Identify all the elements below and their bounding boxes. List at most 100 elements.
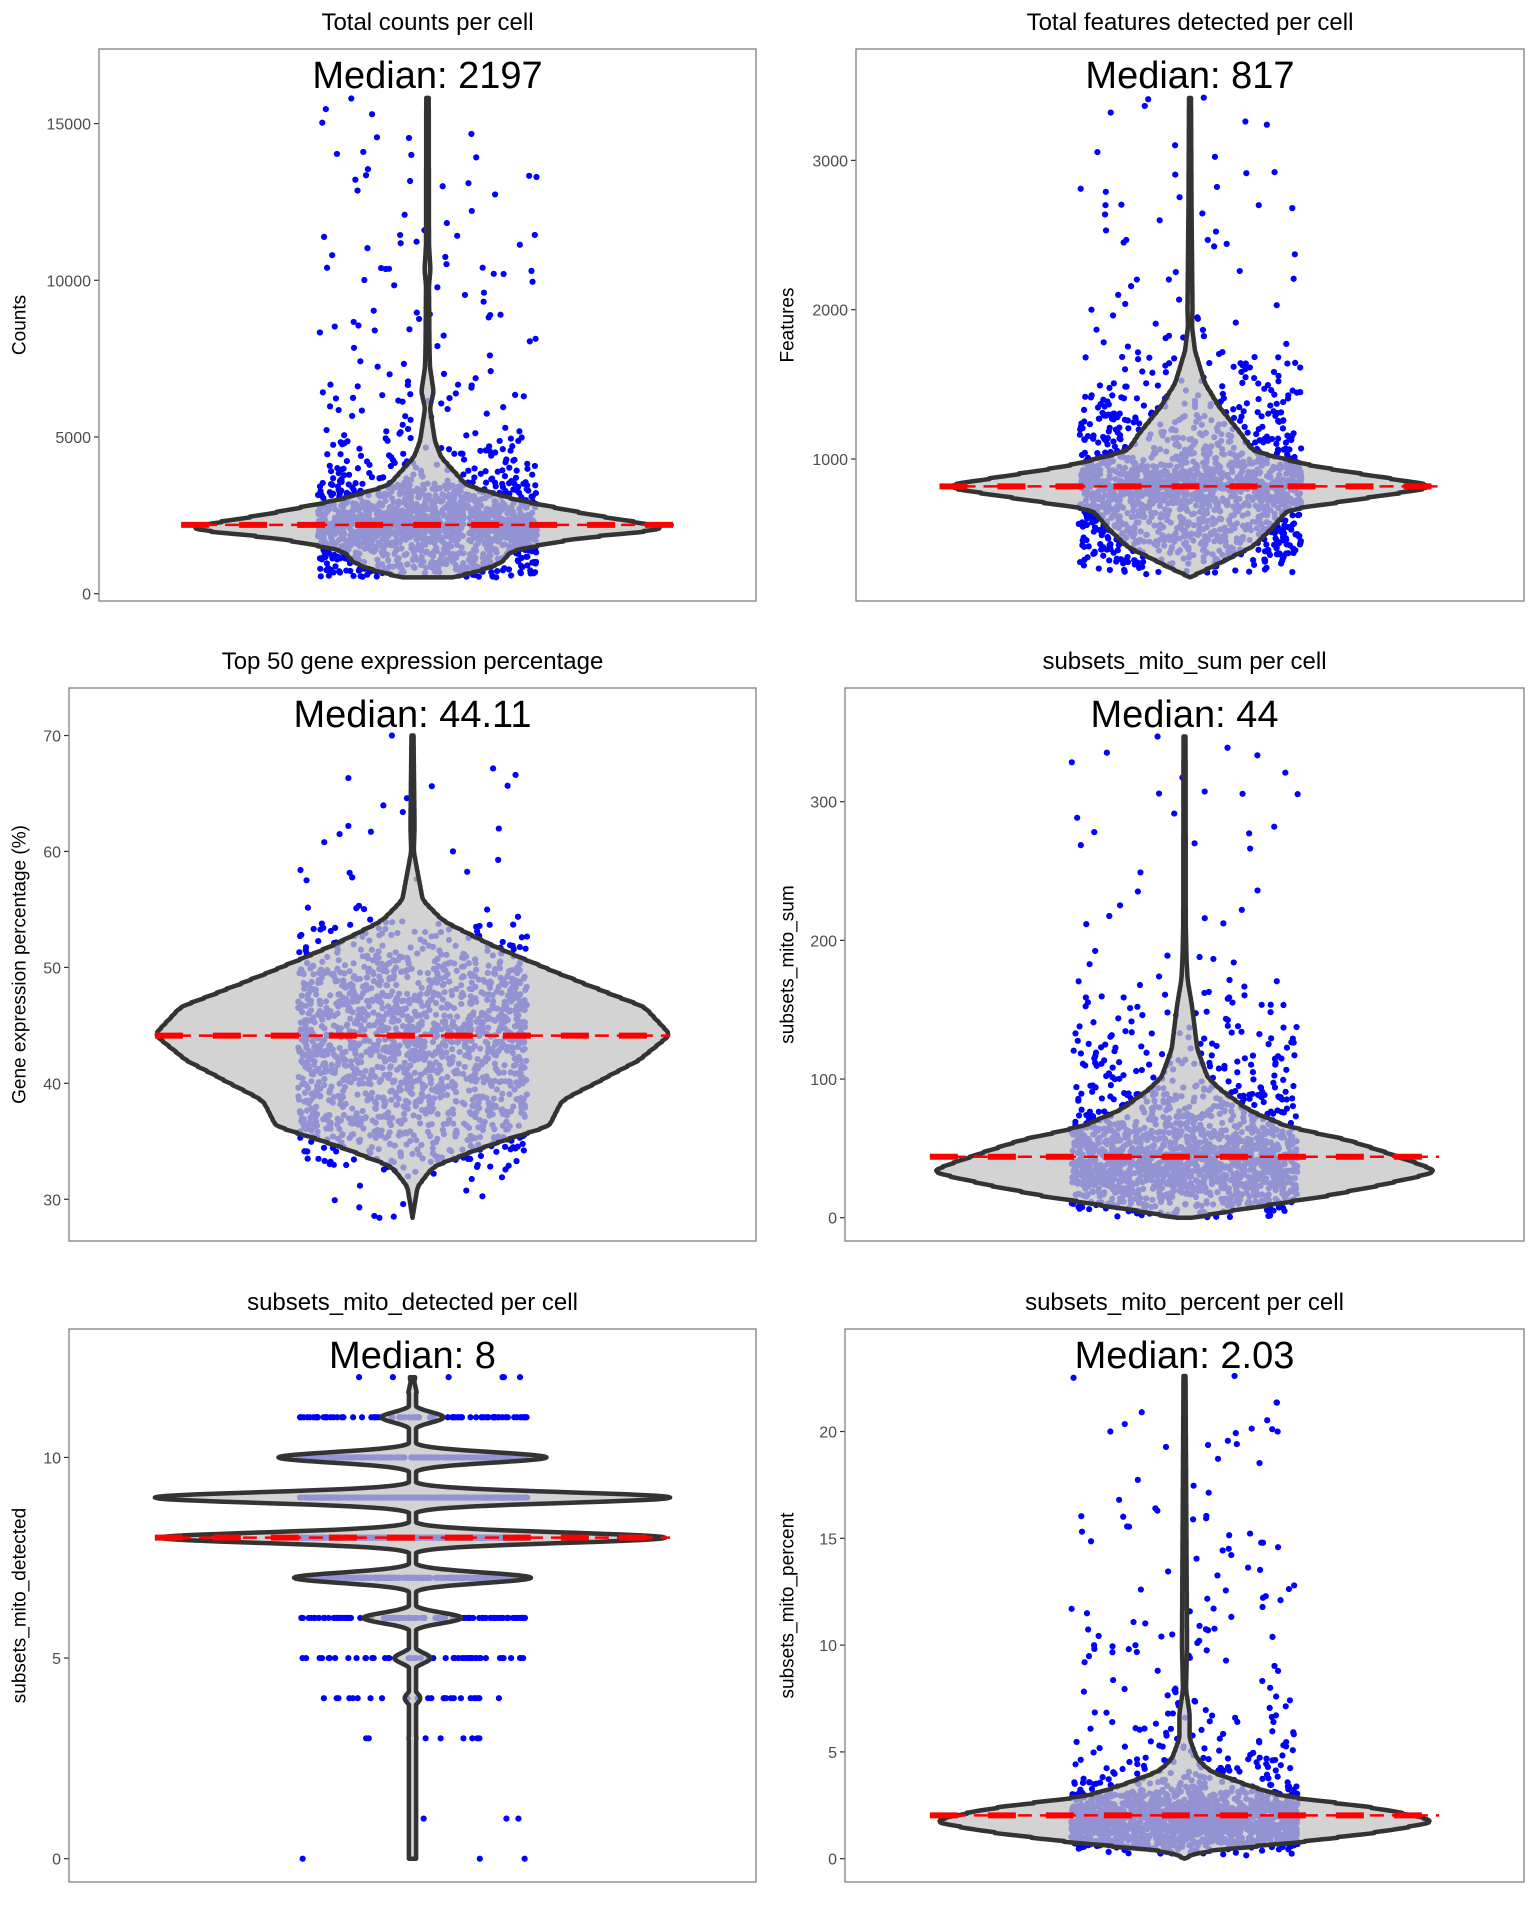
data-point (1110, 380, 1117, 387)
data-point (1156, 217, 1163, 224)
data-point (401, 211, 408, 218)
data-point (468, 1175, 475, 1183)
data-point (1094, 450, 1101, 457)
data-point (352, 176, 359, 183)
data-point (1140, 402, 1147, 409)
data-point (1079, 523, 1087, 530)
data-point (350, 344, 358, 351)
data-point (362, 172, 370, 179)
data-point (399, 398, 406, 405)
data-point (321, 839, 328, 846)
data-point (460, 471, 467, 478)
data-point (1219, 383, 1226, 390)
data-point (465, 180, 472, 187)
data-point (331, 1197, 338, 1204)
data-point (1120, 239, 1127, 246)
data-point (323, 566, 330, 574)
data-point (1289, 205, 1296, 212)
data-point (489, 765, 497, 772)
data-point (1276, 551, 1284, 558)
data-point (1093, 326, 1100, 333)
data-point (471, 465, 478, 472)
data-point (434, 284, 441, 291)
median-label: Median: 817 (1085, 55, 1294, 97)
data-point (520, 393, 527, 400)
data-point (512, 391, 519, 398)
data-point (390, 1213, 397, 1220)
data-point (373, 573, 380, 580)
data-point (500, 270, 507, 278)
data-point (1267, 1009, 1274, 1016)
panel-title: subsets_mito_sum per cell (1042, 648, 1326, 675)
data-point (360, 148, 367, 156)
data-point (511, 456, 518, 463)
data-point (1134, 349, 1142, 356)
data-point (1124, 417, 1131, 424)
data-point (400, 450, 407, 457)
data-point (533, 173, 540, 181)
data-point (1121, 568, 1128, 575)
data-point (413, 238, 420, 245)
data-point (440, 370, 448, 378)
data-point (407, 434, 414, 442)
data-point (331, 551, 338, 559)
data-point (518, 934, 525, 941)
data-point (487, 1163, 494, 1170)
data-point (1286, 446, 1293, 453)
data-point (1116, 432, 1124, 439)
data-point (358, 407, 365, 414)
data-point (1106, 384, 1113, 391)
data-point (1236, 267, 1243, 275)
data-point (355, 567, 363, 574)
data-point (1275, 417, 1282, 425)
data-point (1291, 251, 1298, 258)
data-point (1162, 335, 1169, 342)
data-point (522, 479, 529, 486)
data-point (1100, 339, 1107, 346)
data-point (1211, 243, 1218, 250)
data-point (1255, 380, 1262, 387)
data-point (1283, 340, 1290, 347)
data-point (1110, 416, 1117, 423)
data-point (477, 470, 484, 477)
data-point (321, 1157, 328, 1165)
data-point (1146, 354, 1153, 361)
data-point (317, 573, 324, 580)
data-point (387, 462, 394, 470)
data-point (1172, 269, 1179, 276)
data-point (479, 264, 486, 271)
data-point (1292, 359, 1299, 366)
data-point (440, 332, 447, 339)
data-point (1257, 1084, 1265, 1091)
data-point (303, 877, 310, 884)
y-tick-label: 200 (810, 933, 837, 950)
data-point (1284, 360, 1291, 367)
data-point (1107, 109, 1114, 116)
data-point (1120, 395, 1128, 402)
data-point (404, 378, 412, 385)
data-point (1176, 296, 1183, 303)
data-point (520, 1147, 527, 1154)
data-point (507, 435, 515, 442)
data-point (1288, 526, 1295, 533)
data-point (452, 390, 459, 397)
data-point (1279, 557, 1286, 564)
data-point (330, 441, 337, 448)
data-point (491, 191, 499, 198)
data-point (502, 424, 509, 431)
data-point (1230, 406, 1237, 413)
data-point (1277, 409, 1285, 416)
data-point (1119, 353, 1126, 361)
data-point (477, 447, 484, 454)
data-point (1223, 240, 1230, 247)
data-point (526, 172, 533, 179)
data-point (1098, 993, 1105, 1000)
data-point (1101, 403, 1108, 410)
data-point (354, 383, 361, 390)
data-point (468, 207, 475, 215)
data-point (1267, 402, 1274, 409)
y-axis-label: Counts (10, 295, 31, 355)
data-point (324, 451, 331, 458)
data-point (1251, 374, 1258, 382)
data-point (1265, 410, 1272, 417)
